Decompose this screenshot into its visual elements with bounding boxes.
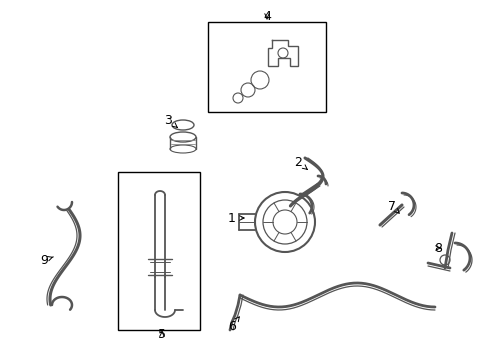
- Text: 6: 6: [227, 317, 239, 333]
- Text: 1: 1: [227, 212, 244, 225]
- Text: 7: 7: [387, 199, 398, 213]
- Bar: [207, 22, 325, 112]
- Text: 3: 3: [164, 113, 177, 127]
- Text: 2: 2: [293, 156, 306, 170]
- Bar: [118, 172, 200, 330]
- Text: 9: 9: [40, 253, 53, 266]
- Text: 4: 4: [263, 9, 270, 23]
- Text: 5: 5: [158, 328, 165, 341]
- Text: 8: 8: [433, 242, 441, 255]
